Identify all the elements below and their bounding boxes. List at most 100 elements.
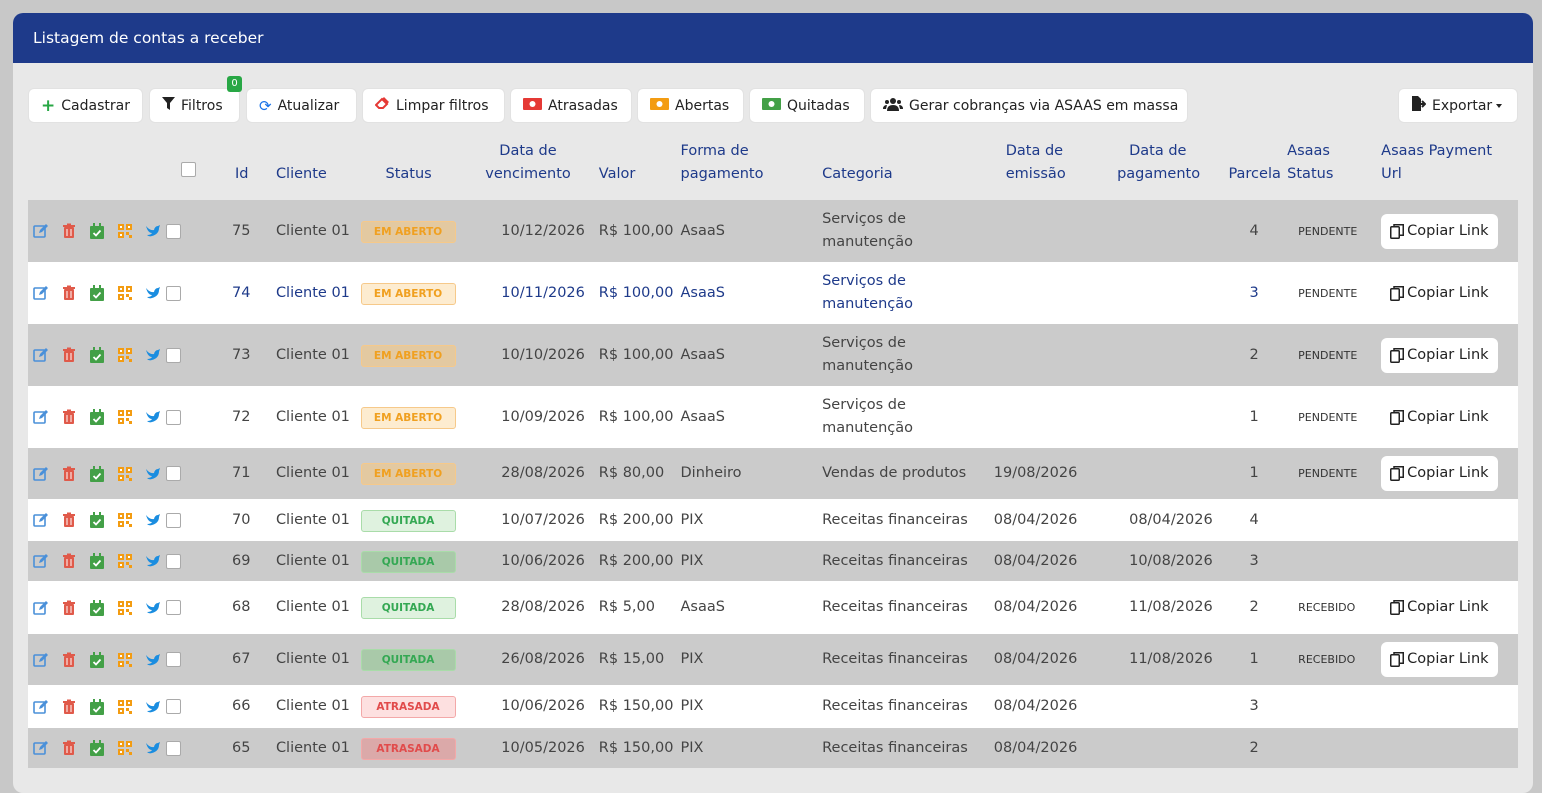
trash-icon[interactable] [61, 466, 77, 482]
edit-icon[interactable] [33, 600, 49, 616]
edit-icon[interactable] [33, 466, 49, 482]
edit-icon[interactable] [33, 409, 49, 425]
table-row[interactable]: 69 Cliente 01 QUITADA 10/06/2026 R$ 200,… [28, 541, 1518, 581]
trash-icon[interactable] [61, 652, 77, 668]
table-row[interactable]: 74 Cliente 01 EM ABERTO 10/11/2026 R$ 10… [28, 262, 1518, 324]
copiar-link-button[interactable]: Copiar Link [1381, 590, 1497, 625]
row-checkbox[interactable] [166, 223, 181, 239]
col-categoria[interactable]: Categoria [822, 166, 893, 182]
copiar-link-button[interactable]: Copiar Link [1381, 400, 1497, 435]
col-status[interactable]: Status [385, 166, 432, 182]
edit-icon[interactable] [33, 512, 49, 528]
bird-icon[interactable] [145, 285, 161, 301]
calendar-check-icon[interactable] [89, 512, 105, 528]
trash-icon[interactable] [61, 347, 77, 363]
table-row[interactable]: 65 Cliente 01 ATRASADA 10/05/2026 R$ 150… [28, 728, 1518, 768]
row-checkbox[interactable] [166, 600, 181, 615]
table-row[interactable]: 70 Cliente 01 QUITADA 10/07/2026 R$ 200,… [28, 499, 1518, 541]
col-vencimento[interactable]: Data de vencimento [485, 140, 597, 200]
bird-icon[interactable] [145, 347, 161, 363]
cadastrar-button[interactable]: + Cadastrar [28, 88, 143, 123]
row-checkbox[interactable] [166, 466, 181, 481]
row-checkbox[interactable] [166, 699, 181, 714]
qrcode-icon[interactable] [117, 740, 133, 756]
select-all-checkbox[interactable] [181, 162, 196, 177]
col-pagamento[interactable]: Data de pagamento [1117, 140, 1228, 200]
trash-icon[interactable] [61, 553, 77, 569]
edit-icon[interactable] [33, 740, 49, 756]
calendar-check-icon[interactable] [89, 465, 105, 482]
bird-icon[interactable] [145, 553, 161, 569]
qrcode-icon[interactable] [117, 699, 133, 715]
bird-icon[interactable] [145, 699, 161, 715]
abertas-button[interactable]: Abertas [637, 88, 744, 123]
row-checkbox[interactable] [166, 409, 181, 425]
col-emissao[interactable]: Data de emissão [994, 140, 1117, 200]
row-checkbox[interactable] [166, 347, 181, 363]
copiar-link-button[interactable]: Copiar Link [1381, 456, 1498, 491]
atualizar-button[interactable]: ⟳ Atualizar [246, 88, 357, 123]
qrcode-icon[interactable] [117, 223, 133, 239]
col-forma[interactable]: Forma de pagamento [681, 140, 823, 200]
calendar-check-icon[interactable] [89, 409, 105, 425]
calendar-check-icon[interactable] [89, 740, 105, 756]
trash-icon[interactable] [61, 600, 77, 616]
qrcode-icon[interactable] [117, 512, 133, 528]
edit-icon[interactable] [33, 347, 49, 363]
table-row[interactable]: 73 Cliente 01 EM ABERTO 10/10/2026 R$ 10… [28, 324, 1518, 386]
bird-icon[interactable] [145, 740, 161, 756]
col-id[interactable]: Id [235, 166, 249, 182]
gerar-cobrancas-button[interactable]: Gerar cobranças via ASAAS em massa [870, 88, 1188, 123]
bird-icon[interactable] [145, 512, 161, 528]
atrasadas-button[interactable]: Atrasadas [510, 88, 632, 123]
bird-icon[interactable] [145, 223, 161, 239]
row-checkbox[interactable] [166, 285, 181, 301]
calendar-check-icon[interactable] [89, 651, 105, 668]
row-checkbox[interactable] [166, 740, 181, 756]
calendar-check-icon[interactable] [89, 599, 105, 616]
edit-icon[interactable] [33, 285, 49, 301]
trash-icon[interactable] [61, 699, 77, 715]
edit-icon[interactable] [33, 699, 49, 715]
qrcode-icon[interactable] [117, 652, 133, 668]
qrcode-icon[interactable] [117, 553, 133, 569]
col-valor[interactable]: Valor [598, 166, 636, 182]
calendar-check-icon[interactable] [89, 698, 105, 715]
edit-icon[interactable] [33, 223, 49, 239]
copiar-link-button[interactable]: Copiar Link [1381, 337, 1498, 373]
qrcode-icon[interactable] [117, 409, 133, 425]
filtros-button[interactable]: Filtros 0 [149, 76, 242, 123]
col-cliente[interactable]: Cliente [275, 166, 327, 182]
copiar-link-button[interactable]: Copiar Link [1381, 276, 1497, 311]
table-row[interactable]: 68 Cliente 01 QUITADA 28/08/2026 R$ 5,00… [28, 581, 1518, 634]
calendar-check-icon[interactable] [89, 347, 105, 363]
copiar-link-button[interactable]: Copiar Link [1381, 213, 1498, 249]
table-row[interactable]: 75 Cliente 01 EM ABERTO 10/12/2026 R$ 10… [28, 200, 1518, 262]
calendar-check-icon[interactable] [89, 223, 105, 239]
table-row[interactable]: 71 Cliente 01 EM ABERTO 28/08/2026 R$ 80… [28, 448, 1518, 499]
col-parcela[interactable]: Parcela [1228, 166, 1281, 182]
bird-icon[interactable] [145, 466, 161, 482]
bird-icon[interactable] [145, 409, 161, 425]
limpar-filtros-button[interactable]: Limpar filtros [362, 88, 505, 123]
copiar-link-button[interactable]: Copiar Link [1381, 642, 1498, 677]
trash-icon[interactable] [61, 512, 77, 528]
col-asaas-status[interactable]: Asaas Status [1287, 140, 1381, 200]
exportar-button[interactable]: Exportar [1398, 88, 1518, 123]
trash-icon[interactable] [61, 223, 77, 239]
trash-icon[interactable] [61, 740, 77, 756]
row-checkbox[interactable] [166, 512, 181, 528]
row-checkbox[interactable] [166, 553, 181, 569]
calendar-check-icon[interactable] [89, 285, 105, 301]
table-row[interactable]: 67 Cliente 01 QUITADA 26/08/2026 R$ 15,0… [28, 634, 1518, 685]
bird-icon[interactable] [145, 600, 161, 616]
table-row[interactable]: 66 Cliente 01 ATRASADA 10/06/2026 R$ 150… [28, 685, 1518, 728]
table-row[interactable]: 72 Cliente 01 EM ABERTO 10/09/2026 R$ 10… [28, 386, 1518, 448]
edit-icon[interactable] [33, 553, 49, 569]
quitadas-button[interactable]: Quitadas [749, 88, 865, 123]
trash-icon[interactable] [61, 409, 77, 425]
qrcode-icon[interactable] [117, 347, 133, 363]
row-checkbox[interactable] [166, 652, 181, 667]
qrcode-icon[interactable] [117, 466, 133, 482]
col-asaas-url[interactable]: Asaas Payment Url [1381, 140, 1518, 200]
